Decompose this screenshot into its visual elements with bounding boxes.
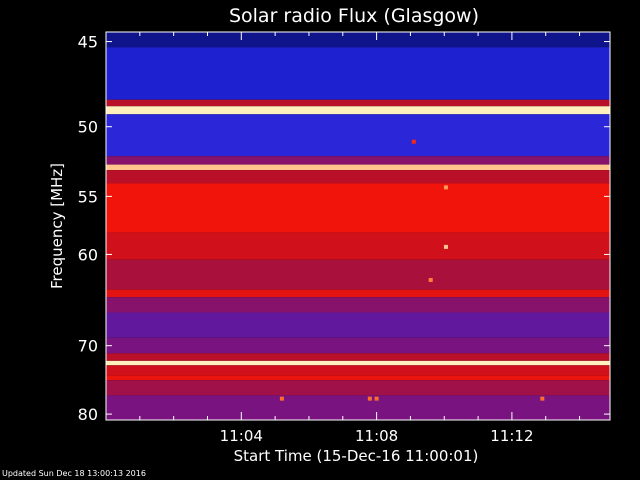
y-tick-label: 60 (78, 245, 98, 264)
x-tick-label: 11:04 (220, 427, 263, 445)
spectrum-band (106, 365, 610, 376)
spectrum-band (106, 232, 610, 260)
y-tick-label: 70 (78, 337, 98, 356)
x-axis-label: Start Time (15-Dec-16 11:00:01) (234, 447, 479, 465)
y-axis: 45 50 55 60 70 80 (78, 33, 610, 424)
chart-title: Solar radio Flux (Glasgow) (229, 5, 479, 27)
y-tick-label: 80 (78, 405, 98, 424)
spectrum-band (106, 47, 610, 100)
spectrum-band (106, 380, 610, 396)
burst-spot (411, 139, 416, 144)
spectrum-band (106, 164, 610, 171)
x-tick-label: 11:08 (355, 427, 398, 445)
spectrum-band (106, 170, 610, 184)
y-tick-label: 45 (78, 33, 98, 52)
spectrum-band (106, 183, 610, 233)
updated-timestamp: Updated Sun Dec 18 13:00:13 2016 (2, 469, 146, 478)
spectrum-band (106, 375, 610, 381)
burst-spot (443, 244, 448, 249)
spectrum-band (106, 106, 610, 115)
burst-spot (443, 185, 448, 190)
spectrum-band (106, 337, 610, 354)
spectrum-band (106, 360, 610, 366)
y-tick-label: 50 (78, 118, 98, 137)
plot-area (106, 32, 610, 420)
spectrum-band (106, 395, 610, 420)
spectrum-band (106, 289, 610, 298)
spectrum-band (106, 297, 610, 313)
spectrum-band (106, 156, 610, 165)
spectrum-band (106, 99, 610, 107)
burst-spot (540, 396, 545, 401)
spectrum-band (106, 32, 610, 48)
spectrum-band (106, 353, 610, 361)
burst-spot (374, 396, 379, 401)
burst-spot (279, 396, 284, 401)
burst-spot (367, 396, 372, 401)
spectrum-band (106, 114, 610, 157)
y-axis-label: Frequency [MHz] (48, 163, 66, 289)
spectrum-band (106, 259, 610, 290)
burst-spot (428, 277, 433, 282)
spectrum-band (106, 312, 610, 338)
plot-frame (105, 31, 611, 421)
y-tick-label: 55 (78, 187, 98, 206)
x-tick-label: 11:12 (490, 427, 533, 445)
x-axis: 11:04 11:08 11:12 (139, 32, 581, 445)
